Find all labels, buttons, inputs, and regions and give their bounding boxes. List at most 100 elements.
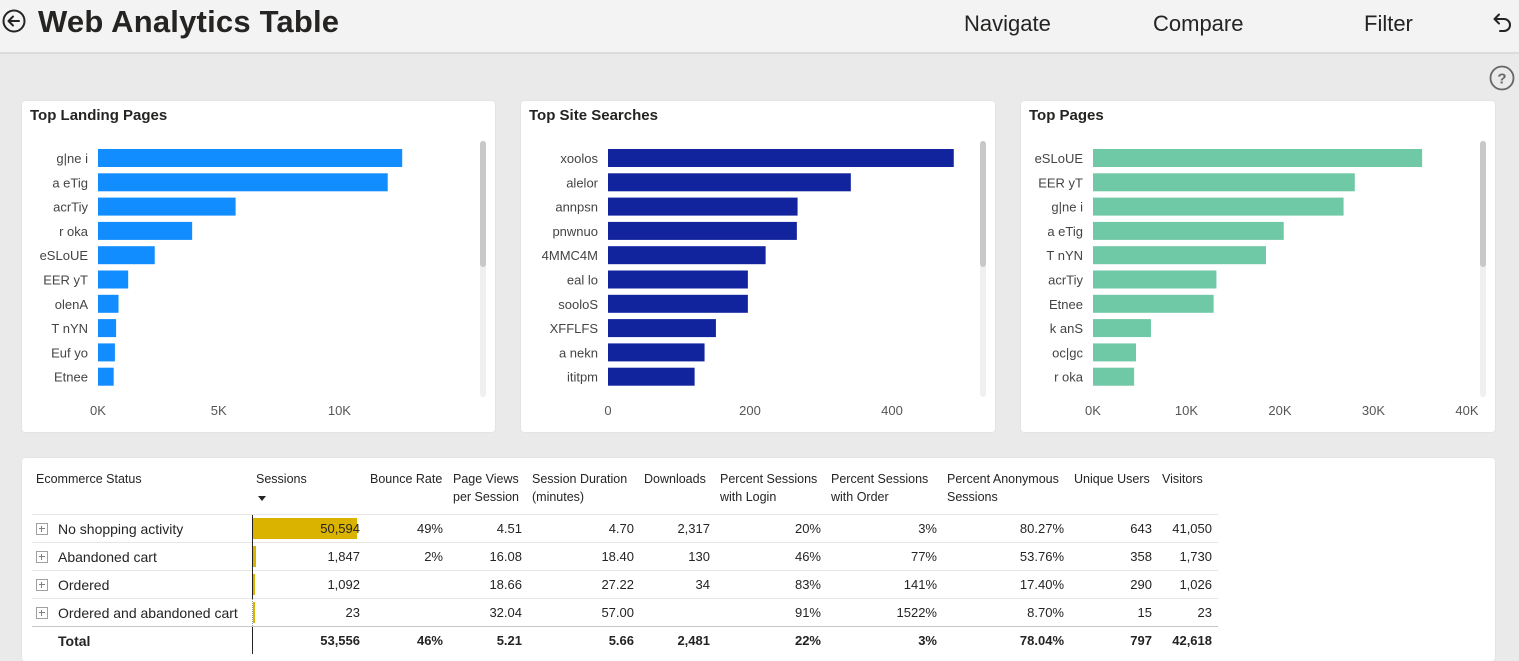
top-pages-chart: eSLoUE EER yT g|ne i a eTig T nYN acrTiy Etnee…	[1035, 149, 1479, 418]
col-header-visitors[interactable]: Visitors	[1162, 472, 1203, 486]
scrollbar-track	[980, 141, 986, 397]
col-header-ecommerce-status[interactable]: Ecommerce Status	[36, 472, 142, 486]
nav-navigate[interactable]: Navigate	[964, 11, 1051, 36]
category-label: a eTig	[52, 175, 88, 190]
back-arrow-icon[interactable]	[2, 9, 26, 33]
bar[interactable]	[1093, 149, 1423, 167]
bar[interactable]	[608, 270, 748, 289]
category-label: eSLoUE	[1035, 151, 1084, 166]
x-tick-label: 0	[604, 403, 611, 418]
table-header-row: Ecommerce Status Sessions Bounce Rate Pa…	[32, 464, 1218, 515]
category-label: olenA	[55, 297, 89, 312]
chart-title: Top Site Searches	[529, 107, 658, 124]
bar[interactable]	[98, 270, 129, 289]
bar[interactable]	[98, 221, 193, 240]
help-icon[interactable]: ?	[1489, 65, 1515, 91]
bar[interactable]	[98, 173, 388, 192]
bar[interactable]	[98, 294, 119, 313]
bar[interactable]	[1093, 270, 1217, 289]
cell-dl: 130	[640, 542, 716, 571]
col-header-anonymous[interactable]: Percent Anonymous Sessions	[947, 472, 1059, 504]
bar[interactable]	[1093, 173, 1355, 192]
row-label-cell: Ordered and abandoned cart	[32, 598, 252, 627]
scrollbar-thumb[interactable]	[980, 141, 986, 267]
bar[interactable]	[1093, 221, 1284, 240]
table-row[interactable]: Ordered 1,092 18.66 27.22 34 83% 141% 17.40% 290…	[32, 570, 1218, 599]
category-label: ititpm	[567, 370, 598, 385]
col-header-page-views[interactable]: Page Views per Session	[453, 472, 520, 504]
category-label: oc|gc	[1052, 345, 1083, 360]
cell-dur: 4.70	[528, 514, 640, 543]
bar[interactable]	[1093, 367, 1135, 386]
cell-vis: 1,026	[1158, 570, 1218, 599]
col-header-bounce-rate[interactable]: Bounce Rate	[370, 472, 443, 486]
nav-compare[interactable]: Compare	[1153, 11, 1244, 36]
col-header-downloads[interactable]: Downloads	[644, 472, 706, 486]
total-uu: 797	[1070, 626, 1158, 654]
chart-card-site-searches: Top Site Searches xoolos alelor annpsn pnwn…	[521, 101, 995, 432]
bar[interactable]	[608, 149, 954, 167]
col-header-session-duration[interactable]: Session Duration (minutes)	[532, 472, 628, 504]
col-header-login[interactable]: Percent Sessions with Login	[720, 472, 818, 504]
sessions-cell: 23	[251, 598, 366, 627]
table-row[interactable]: No shopping activity 50,594 49% 4.51 4.70 2,3…	[32, 514, 1218, 543]
bar[interactable]	[608, 197, 798, 216]
expand-plus-icon[interactable]	[36, 606, 48, 619]
nav-filter[interactable]: Filter	[1364, 11, 1413, 36]
bar[interactable]	[1093, 319, 1151, 338]
total-login: 22%	[716, 626, 827, 654]
cell-bounce: 2%	[366, 542, 449, 571]
category-label: T nYN	[1046, 248, 1083, 263]
expand-plus-icon[interactable]	[36, 522, 48, 535]
table-total-row: Total 53,556 46% 5.21 5.66 2,481 22% 3% 78.04% 79…	[32, 626, 1218, 654]
chart-card-landing-pages: Top Landing Pages g|ne i a eTig acrTiy r ok…	[22, 101, 495, 432]
bar[interactable]	[98, 197, 236, 216]
bar[interactable]	[98, 319, 117, 338]
bar[interactable]	[1093, 246, 1266, 265]
category-label: acrTiy	[53, 200, 88, 215]
category-label: sooloS	[558, 297, 598, 312]
expand-plus-icon[interactable]	[36, 578, 48, 591]
row-label: Ordered	[58, 576, 110, 593]
cell-dur: 27.22	[528, 570, 640, 599]
bar[interactable]	[608, 343, 705, 362]
bar[interactable]	[608, 221, 797, 240]
bar[interactable]	[608, 294, 748, 313]
category-label: k anS	[1050, 321, 1084, 336]
expand-plus-icon[interactable]	[36, 550, 48, 563]
bar[interactable]	[1093, 343, 1137, 362]
scrollbar-thumb[interactable]	[1480, 141, 1486, 267]
undo-icon[interactable]	[1489, 10, 1515, 36]
cell-dl	[640, 598, 716, 627]
cell-anon: 80.27%	[943, 514, 1070, 543]
col-header-sessions[interactable]: Sessions	[252, 464, 366, 515]
category-label: annpsn	[555, 200, 598, 215]
total-dur: 5.66	[528, 626, 640, 654]
bar[interactable]	[1093, 197, 1344, 216]
col-header-unique-users[interactable]: Unique Users	[1074, 472, 1150, 486]
table-row[interactable]: Ordered and abandoned cart 23 32.04 57.00 91…	[32, 598, 1218, 627]
cell-vis: 41,050	[1158, 514, 1218, 543]
bar[interactable]	[608, 319, 716, 338]
bar[interactable]	[608, 367, 695, 386]
sessions-value: 23	[345, 605, 360, 620]
col-header-order[interactable]: Percent Sessions with Order	[831, 472, 929, 504]
bar[interactable]	[608, 173, 851, 192]
table-row[interactable]: Abandoned cart 1,847 2% 16.08 18.40 130 46% 77%…	[32, 542, 1218, 571]
category-label: 4MMC4M	[542, 248, 598, 263]
cell-bounce: 49%	[366, 514, 449, 543]
total-vis: 42,618	[1158, 626, 1218, 654]
scrollbar-thumb[interactable]	[480, 141, 486, 267]
bar[interactable]	[98, 246, 155, 265]
bar[interactable]	[98, 149, 403, 167]
sessions-value: 1,092	[327, 577, 360, 592]
cell-order: 77%	[827, 542, 943, 571]
row-label: No shopping activity	[58, 520, 184, 537]
bar[interactable]	[1093, 294, 1214, 313]
sessions-cell: 1,092	[251, 570, 366, 599]
bar[interactable]	[608, 246, 766, 265]
bar[interactable]	[98, 367, 114, 386]
cell-dl: 34	[640, 570, 716, 599]
category-label: r oka	[59, 224, 89, 239]
bar[interactable]	[98, 343, 115, 362]
